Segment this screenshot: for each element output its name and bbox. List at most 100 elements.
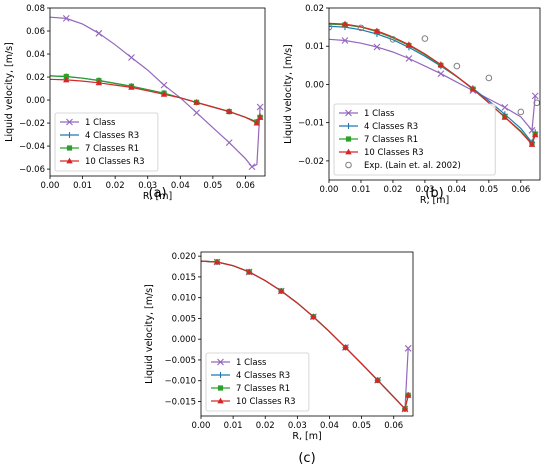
series-10-classes-r3 [201,258,412,412]
legend-label: 1 Class [364,109,395,119]
legend-item: 10 Classes R3 [211,397,296,407]
x-tick-label: 0.01 [224,421,243,431]
series-1-class [329,37,539,134]
legend-item: 10 Classes R3 [339,148,424,158]
data-point [310,313,317,320]
axes-frame [200,251,414,417]
data-point [389,36,397,43]
data-point [531,92,539,100]
data-point [95,29,103,37]
legend-marker [345,123,352,129]
data-point [128,83,135,90]
legend-marker [217,372,224,378]
y-tick-label: 0.00 [305,80,324,90]
legend-box [333,103,496,176]
legend-label: 4 Classes R3 [364,122,418,132]
chart-panel-a: 0.00 0.01 0.02 0.03 0.04 0.05 0.06 −0.06 −0.04 −0… [4,4,266,202]
x-axis-label: R, [m] [143,191,172,202]
data-point [421,35,429,42]
data-point [62,14,70,22]
legend-marker [345,148,352,155]
x-tick-label: 0.01 [352,185,371,195]
legend-item: 4 Classes R3 [60,131,139,141]
data-point [501,103,509,111]
plot-area [329,20,540,147]
legend-label: 7 Classes R1 [364,135,418,145]
data-point [341,37,349,44]
legend-box [54,112,159,172]
y-tick-label: 0.01 [305,42,324,52]
legend-label: 7 Classes R1 [236,384,290,394]
data-point [405,55,413,62]
data-point [278,287,285,294]
legend-label: 10 Classes R3 [85,157,145,167]
data-point [256,113,264,120]
x-tick-label: 0.05 [352,421,371,431]
data-point [193,98,200,105]
y-tick-label: 0.00 [26,96,45,106]
x-tick-label: 0.03 [288,421,307,431]
data-point [401,405,409,412]
x-tick-label: 0.04 [320,421,339,431]
legend-marker [217,385,224,391]
y-tick-label: 0.020 [172,252,196,262]
data-point [160,90,168,97]
legend-label: 10 Classes R3 [236,397,296,407]
plot-area [50,14,264,171]
x-tick-label: 0.02 [106,181,125,191]
data-point [245,268,253,275]
data-point [193,109,200,117]
x-tick-label: 0.04 [171,181,190,191]
legend-item: 4 Classes R3 [339,122,418,132]
data-point [373,27,381,34]
data-point [501,113,509,120]
data-point [404,344,412,352]
x-tick-label: 0.05 [479,185,498,195]
data-point [225,108,233,114]
data-point [437,61,445,67]
legend-label: 4 Classes R3 [85,131,139,141]
x-tick-label: 0.00 [320,185,339,195]
legend-marker [217,397,224,404]
legend-label: 1 Class [85,118,116,128]
y-tick-label: −0.04 [19,142,45,152]
y-axis-label: Liquid velocity, [m/s] [144,284,155,384]
legend-item: 7 Classes R1 [339,135,418,145]
y-tick-label: −0.06 [19,165,45,175]
data-point [357,24,365,32]
legend-label: 4 Classes R3 [236,371,290,381]
data-point [256,103,264,111]
legend-label: Exp. (Lain et. al. 2002) [364,161,461,171]
x-tick-label: 0.00 [192,421,211,431]
y-tick-label: −0.02 [298,157,324,167]
data-point [469,85,477,92]
data-point [453,62,461,70]
data-point [485,74,493,82]
y-tick-label: 0.06 [26,27,45,37]
x-tick-label: 0.03 [415,185,434,195]
legend-marker [345,109,352,117]
y-tick-label: 0.02 [26,73,45,83]
legend-item: 1 Class [339,109,395,119]
legend-marker [66,132,73,138]
x-tick-label: 0.05 [203,181,222,191]
data-point [528,141,536,147]
legend: 1 Class 4 Classes R3 7 Classes R1 10 Classe… [333,103,496,176]
data-point [95,79,103,86]
data-point [517,108,525,116]
x-tick-label: 0.02 [256,421,275,431]
legend-item: 7 Classes R1 [211,384,290,394]
y-axis-label: Liquid velocity, [m/s] [4,42,15,142]
chart-panel-c: 0.00 0.01 0.02 0.03 0.04 0.05 0.06 −0.015 −0.010… [144,251,414,466]
legend-item: 7 Classes R1 [60,144,139,154]
y-axis-label: Liquid velocity, [m/s] [283,44,294,144]
series-line [50,16,261,168]
series-10-classes-r3 [329,20,539,147]
y-tick-label: 0.08 [26,4,45,14]
data-point [213,258,221,265]
y-tick-label: −0.005 [165,356,196,366]
legend-label: 1 Class [236,358,267,368]
y-tick-label: −0.010 [165,377,196,387]
legend-label: 7 Classes R1 [85,144,139,154]
panel-label: (b) [425,186,443,201]
